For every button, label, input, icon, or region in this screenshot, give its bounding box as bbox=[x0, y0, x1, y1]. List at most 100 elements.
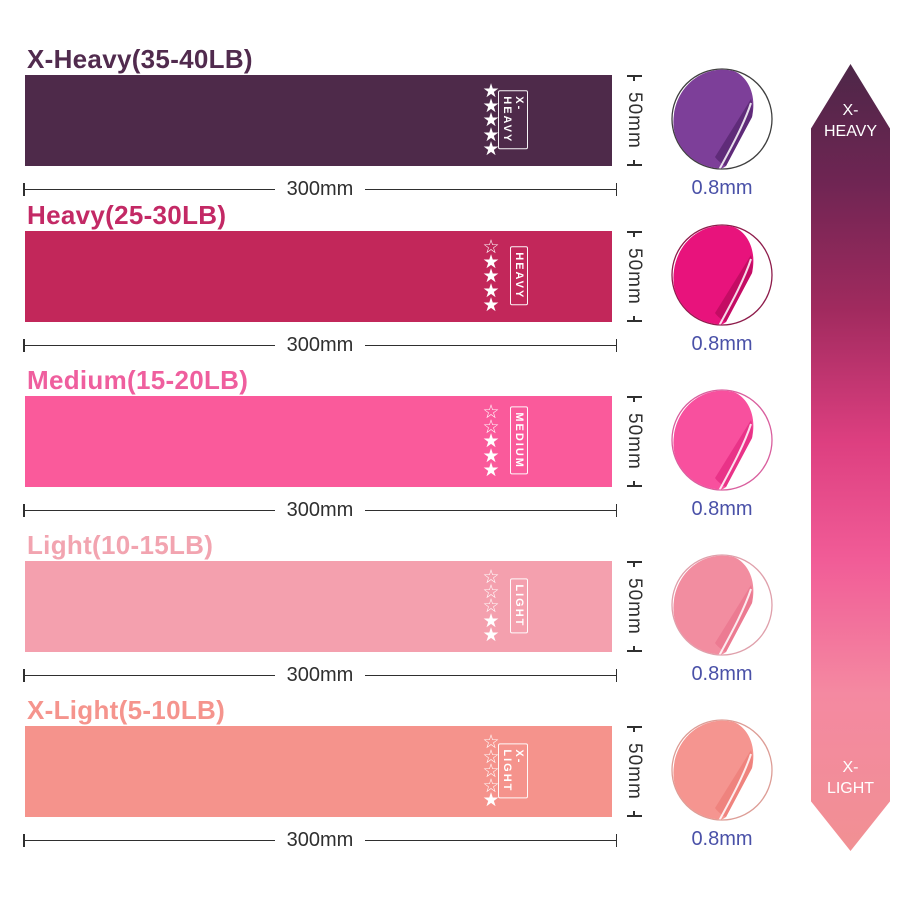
star-filled-icon: ★ bbox=[482, 279, 500, 302]
band-section-x-light: X-Light(5-10LB) ☆ ☆ ☆ ☆ ★ X-LIGHT 300mm 50mm… bbox=[23, 695, 773, 860]
width-label: 50mm bbox=[624, 413, 645, 470]
band-swatch: ★ ★ ★ ★ ★ X-HEAVY bbox=[25, 75, 612, 166]
band-roll-photo bbox=[670, 718, 774, 822]
dimension-tick bbox=[615, 183, 618, 196]
star-empty-icon: ☆ bbox=[482, 401, 500, 423]
band-section-medium: Medium(15-20LB) ☆ ☆ ★ ★ ★ MEDIUM 300mm 50mm … bbox=[23, 365, 773, 530]
dimension-tick bbox=[23, 504, 25, 517]
dimension-tick bbox=[615, 504, 618, 517]
star-filled-icon: ★ bbox=[482, 138, 500, 160]
dimension-tick bbox=[626, 75, 642, 81]
dimension-tick bbox=[615, 339, 618, 352]
band-title: X-Heavy(35-40LB) bbox=[27, 44, 253, 74]
length-label: 300mm bbox=[286, 664, 354, 686]
length-dimension: 300mm bbox=[23, 829, 618, 851]
band-title: Medium(15-20LB) bbox=[27, 365, 249, 395]
dimension-tick bbox=[615, 834, 618, 847]
band-roll-photo bbox=[670, 67, 774, 171]
length-label: 300mm bbox=[286, 499, 354, 521]
star-empty-icon: ☆ bbox=[482, 415, 500, 438]
band-roll-illustration bbox=[671, 719, 773, 821]
band-roll-photo bbox=[670, 553, 774, 657]
star-rating: ☆ ☆ ☆ ☆ ★ bbox=[480, 731, 502, 811]
dimension-line bbox=[365, 188, 616, 191]
star-filled-icon: ★ bbox=[482, 80, 500, 102]
thickness-label: 0.8mm bbox=[691, 663, 753, 685]
band-section-light: Light(10-15LB) ☆ ☆ ☆ ★ ★ LIGHT 300mm 50mm 0.… bbox=[23, 530, 773, 695]
dimension-line bbox=[24, 839, 275, 842]
band-roll-photo bbox=[670, 223, 774, 327]
star-filled-icon: ★ bbox=[482, 624, 500, 646]
band-swatch: ☆ ☆ ☆ ☆ ★ X-LIGHT bbox=[25, 726, 612, 817]
dimension-tick bbox=[626, 396, 642, 402]
band-swatch: ☆ ☆ ☆ ★ ★ LIGHT bbox=[25, 561, 612, 652]
band-roll-illustration bbox=[671, 389, 773, 491]
dimension-tick bbox=[626, 726, 642, 732]
star-filled-icon: ★ bbox=[482, 459, 500, 481]
star-empty-icon: ☆ bbox=[482, 774, 500, 797]
star-empty-icon: ☆ bbox=[482, 731, 500, 753]
star-rating: ☆ ☆ ☆ ★ ★ bbox=[480, 566, 502, 646]
length-label: 300mm bbox=[286, 178, 354, 200]
star-empty-icon: ☆ bbox=[482, 566, 500, 588]
thickness-label: 0.8mm bbox=[691, 498, 753, 520]
width-dimension: 50mm bbox=[617, 75, 651, 166]
star-filled-icon: ★ bbox=[482, 789, 500, 811]
arrow-top-label: X-HEAVY bbox=[823, 102, 878, 140]
dimension-line bbox=[24, 344, 275, 347]
star-empty-icon: ☆ bbox=[482, 595, 500, 617]
band-swatch: ☆ ☆ ★ ★ ★ MEDIUM bbox=[25, 396, 612, 487]
band-tag-label: X-LIGHT bbox=[498, 742, 528, 798]
band-section-x-heavy: X-Heavy(35-40LB) ★ ★ ★ ★ ★ X-HEAVY 300mm 50m… bbox=[23, 44, 773, 209]
band-tag-label: LIGHT bbox=[510, 577, 528, 633]
band-swatch: ☆ ★ ★ ★ ★ HEAVY bbox=[25, 231, 612, 322]
band-tag-label: HEAVY bbox=[510, 245, 528, 305]
width-label: 50mm bbox=[624, 578, 645, 635]
band-roll-illustration bbox=[671, 68, 773, 170]
length-dimension: 300mm bbox=[23, 334, 618, 356]
thickness-label: 0.8mm bbox=[691, 177, 753, 199]
width-label: 50mm bbox=[624, 92, 645, 149]
resistance-gradient-arrow: X-HEAVY X-LIGHT bbox=[811, 64, 890, 851]
length-dimension: 300mm bbox=[23, 178, 618, 200]
star-filled-icon: ★ bbox=[482, 94, 500, 117]
band-tag-label: MEDIUM bbox=[510, 405, 528, 475]
dimension-tick bbox=[626, 561, 642, 567]
band-title: Heavy(25-30LB) bbox=[27, 200, 227, 230]
width-dimension: 50mm bbox=[617, 561, 651, 652]
dimension-line bbox=[365, 509, 616, 512]
dimension-line bbox=[365, 839, 616, 842]
dimension-tick bbox=[626, 480, 642, 487]
star-empty-icon: ☆ bbox=[482, 745, 500, 768]
width-dimension: 50mm bbox=[617, 231, 651, 322]
length-dimension: 300mm bbox=[23, 499, 618, 521]
band-title: Light(10-15LB) bbox=[27, 530, 214, 560]
length-dimension: 300mm bbox=[23, 664, 618, 686]
dimension-line bbox=[365, 674, 616, 677]
star-filled-icon: ★ bbox=[482, 123, 500, 146]
thickness-label: 0.8mm bbox=[691, 333, 753, 355]
width-dimension: 50mm bbox=[617, 396, 651, 487]
dimension-tick bbox=[626, 231, 642, 237]
star-filled-icon: ★ bbox=[482, 430, 500, 452]
dimension-line bbox=[24, 674, 275, 677]
length-label: 300mm bbox=[286, 829, 354, 851]
dimension-line bbox=[24, 188, 275, 191]
length-label: 300mm bbox=[286, 334, 354, 356]
dimension-tick bbox=[626, 315, 642, 322]
width-label: 50mm bbox=[624, 743, 645, 800]
band-roll-illustration bbox=[671, 224, 773, 326]
star-filled-icon: ★ bbox=[482, 294, 500, 316]
star-empty-icon: ☆ bbox=[482, 580, 500, 603]
width-dimension: 50mm bbox=[617, 726, 651, 817]
dimension-tick bbox=[626, 645, 642, 652]
star-filled-icon: ★ bbox=[482, 265, 500, 287]
dimension-tick bbox=[626, 159, 642, 166]
arrow-bottom-label: X-LIGHT bbox=[826, 759, 875, 797]
star-filled-icon: ★ bbox=[482, 109, 500, 131]
dimension-tick bbox=[23, 183, 25, 196]
dimension-tick bbox=[23, 339, 25, 352]
star-filled-icon: ★ bbox=[482, 609, 500, 632]
star-empty-icon: ☆ bbox=[482, 236, 500, 258]
star-rating: ☆ ☆ ★ ★ ★ bbox=[480, 401, 502, 481]
